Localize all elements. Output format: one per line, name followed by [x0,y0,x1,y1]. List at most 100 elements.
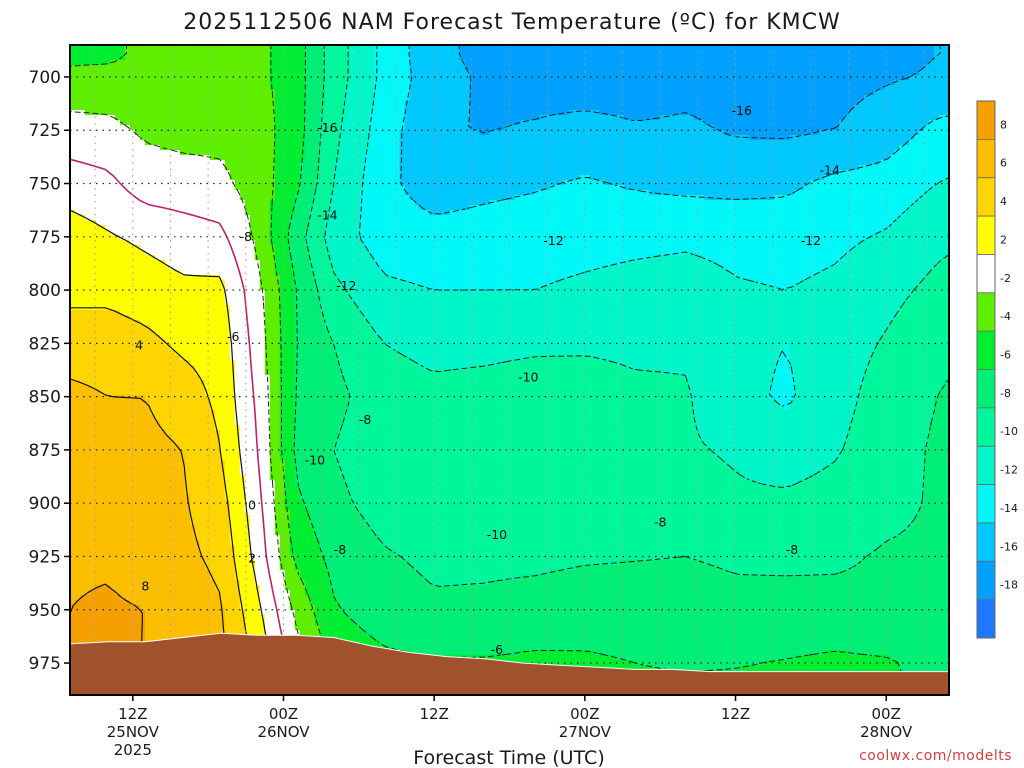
temperature-fill-cell [349,65,376,71]
temperature-fill-cell [329,250,371,256]
colorbar-swatch [977,331,995,370]
temperature-fill-cell [224,485,246,491]
temperature-fill-cell [789,360,870,366]
temperature-fill-cell [184,465,226,471]
temperature-fill-cell [694,420,850,426]
temperature-fill-cell [70,370,196,376]
credit-text: coolwx.com/modelts [859,748,1012,764]
temperature-fill-cell [70,355,181,361]
temperature-fill-cell [179,270,261,276]
colorbar-swatch [977,522,995,562]
temperature-fill-cell [369,325,890,331]
temperature-fill-cell [594,355,780,361]
x-tick-label: 12Z [721,705,750,723]
temperature-fill-cell [794,380,865,386]
temperature-fill-cell [469,105,855,111]
temperature-fill-cell [274,520,291,526]
temperature-fill-cell [294,345,336,351]
temperature-fill-cell [364,175,401,181]
temperature-fill-cell [294,350,336,356]
temperature-fill-cell [274,100,306,106]
temperature-fill-cell [70,535,196,541]
temperature-fill-cell [70,285,226,291]
temperature-fill-cell [70,325,151,331]
temperature-fill-cell [269,85,306,91]
temperature-fill-cell [409,650,521,656]
temperature-fill-cell [249,520,276,526]
temperature-fill-cell [794,655,890,661]
temperature-fill-cell [70,250,146,256]
temperature-fill-cell [294,320,326,326]
contour-label: -16 [732,103,752,118]
temperature-fill-cell [864,370,949,376]
temperature-fill-cell [309,225,326,231]
temperature-fill-cell [214,410,236,416]
temperature-fill-cell [504,360,615,366]
temperature-fill-cell [919,510,949,516]
temperature-fill-cell [929,435,949,441]
temperature-fill-cell [329,260,376,266]
temperature-fill-cell [569,275,740,281]
temperature-fill-cell [329,200,361,206]
temperature-fill-cell [849,650,949,656]
temperature-fill-cell [339,460,725,466]
temperature-fill-cell [70,420,161,426]
temperature-fill-cell [284,495,301,501]
contour-label: -10 [487,527,507,542]
temperature-fill-cell [294,445,336,451]
temperature-fill-cell [709,445,845,451]
temperature-fill-cell [319,175,336,181]
temperature-fill-cell [184,480,226,486]
temperature-fill-cell [859,560,949,566]
temperature-fill-cell [279,355,296,361]
temperature-fill-cell [239,440,271,446]
temperature-fill-cell [279,420,296,426]
temperature-fill-cell [279,350,296,356]
temperature-fill-cell [264,355,281,361]
temperature-fill-cell [269,50,306,56]
y-tick-label: 825 [29,334,61,354]
temperature-fill-cell [279,290,296,296]
temperature-fill-cell [139,135,276,141]
temperature-fill-cell [829,265,935,271]
temperature-fill-cell [869,360,949,366]
temperature-fill-cell [409,355,531,361]
temperature-fill-cell [224,475,246,481]
temperature-fill-cell [70,410,151,416]
temperature-fill-cell [189,520,231,526]
temperature-fill-cell [319,550,396,556]
temperature-fill-cell [859,400,935,406]
temperature-fill-cell [294,410,346,416]
contour-label: -12 [801,233,821,248]
temperature-fill-cell [404,120,471,126]
temperature-fill-cell [84,215,251,221]
temperature-fill-cell [704,560,860,566]
temperature-fill-cell [319,295,351,301]
temperature-fill-cell [349,80,376,86]
temperature-fill-cell [339,365,426,371]
temperature-fill-cell [929,120,949,126]
temperature-fill-cell [839,125,925,131]
temperature-fill-cell [714,125,840,131]
temperature-fill-cell [939,115,949,121]
temperature-fill-cell [224,465,241,471]
temperature-fill-cell [204,560,236,566]
temperature-fill-cell [159,145,276,151]
temperature-fill-cell [729,270,820,276]
temperature-fill-cell [144,620,226,626]
temperature-fill-cell [344,380,690,386]
temperature-fill-cell [374,105,406,111]
temperature-fill-cell [214,585,241,591]
temperature-fill-cell [259,265,276,271]
temperature-fill-cell [409,50,461,56]
contour-label: -8 [334,542,347,557]
temperature-fill-cell [219,455,241,461]
temperature-fill-cell [324,315,366,321]
temperature-fill-cell [294,315,326,321]
contour-label: -14 [819,163,839,178]
x-tick-label: 00Z [269,705,298,723]
temperature-fill-cell [409,95,471,101]
temperature-fill-cell [414,200,491,206]
temperature-fill-cell [294,610,316,616]
temperature-fill-cell [244,510,276,516]
